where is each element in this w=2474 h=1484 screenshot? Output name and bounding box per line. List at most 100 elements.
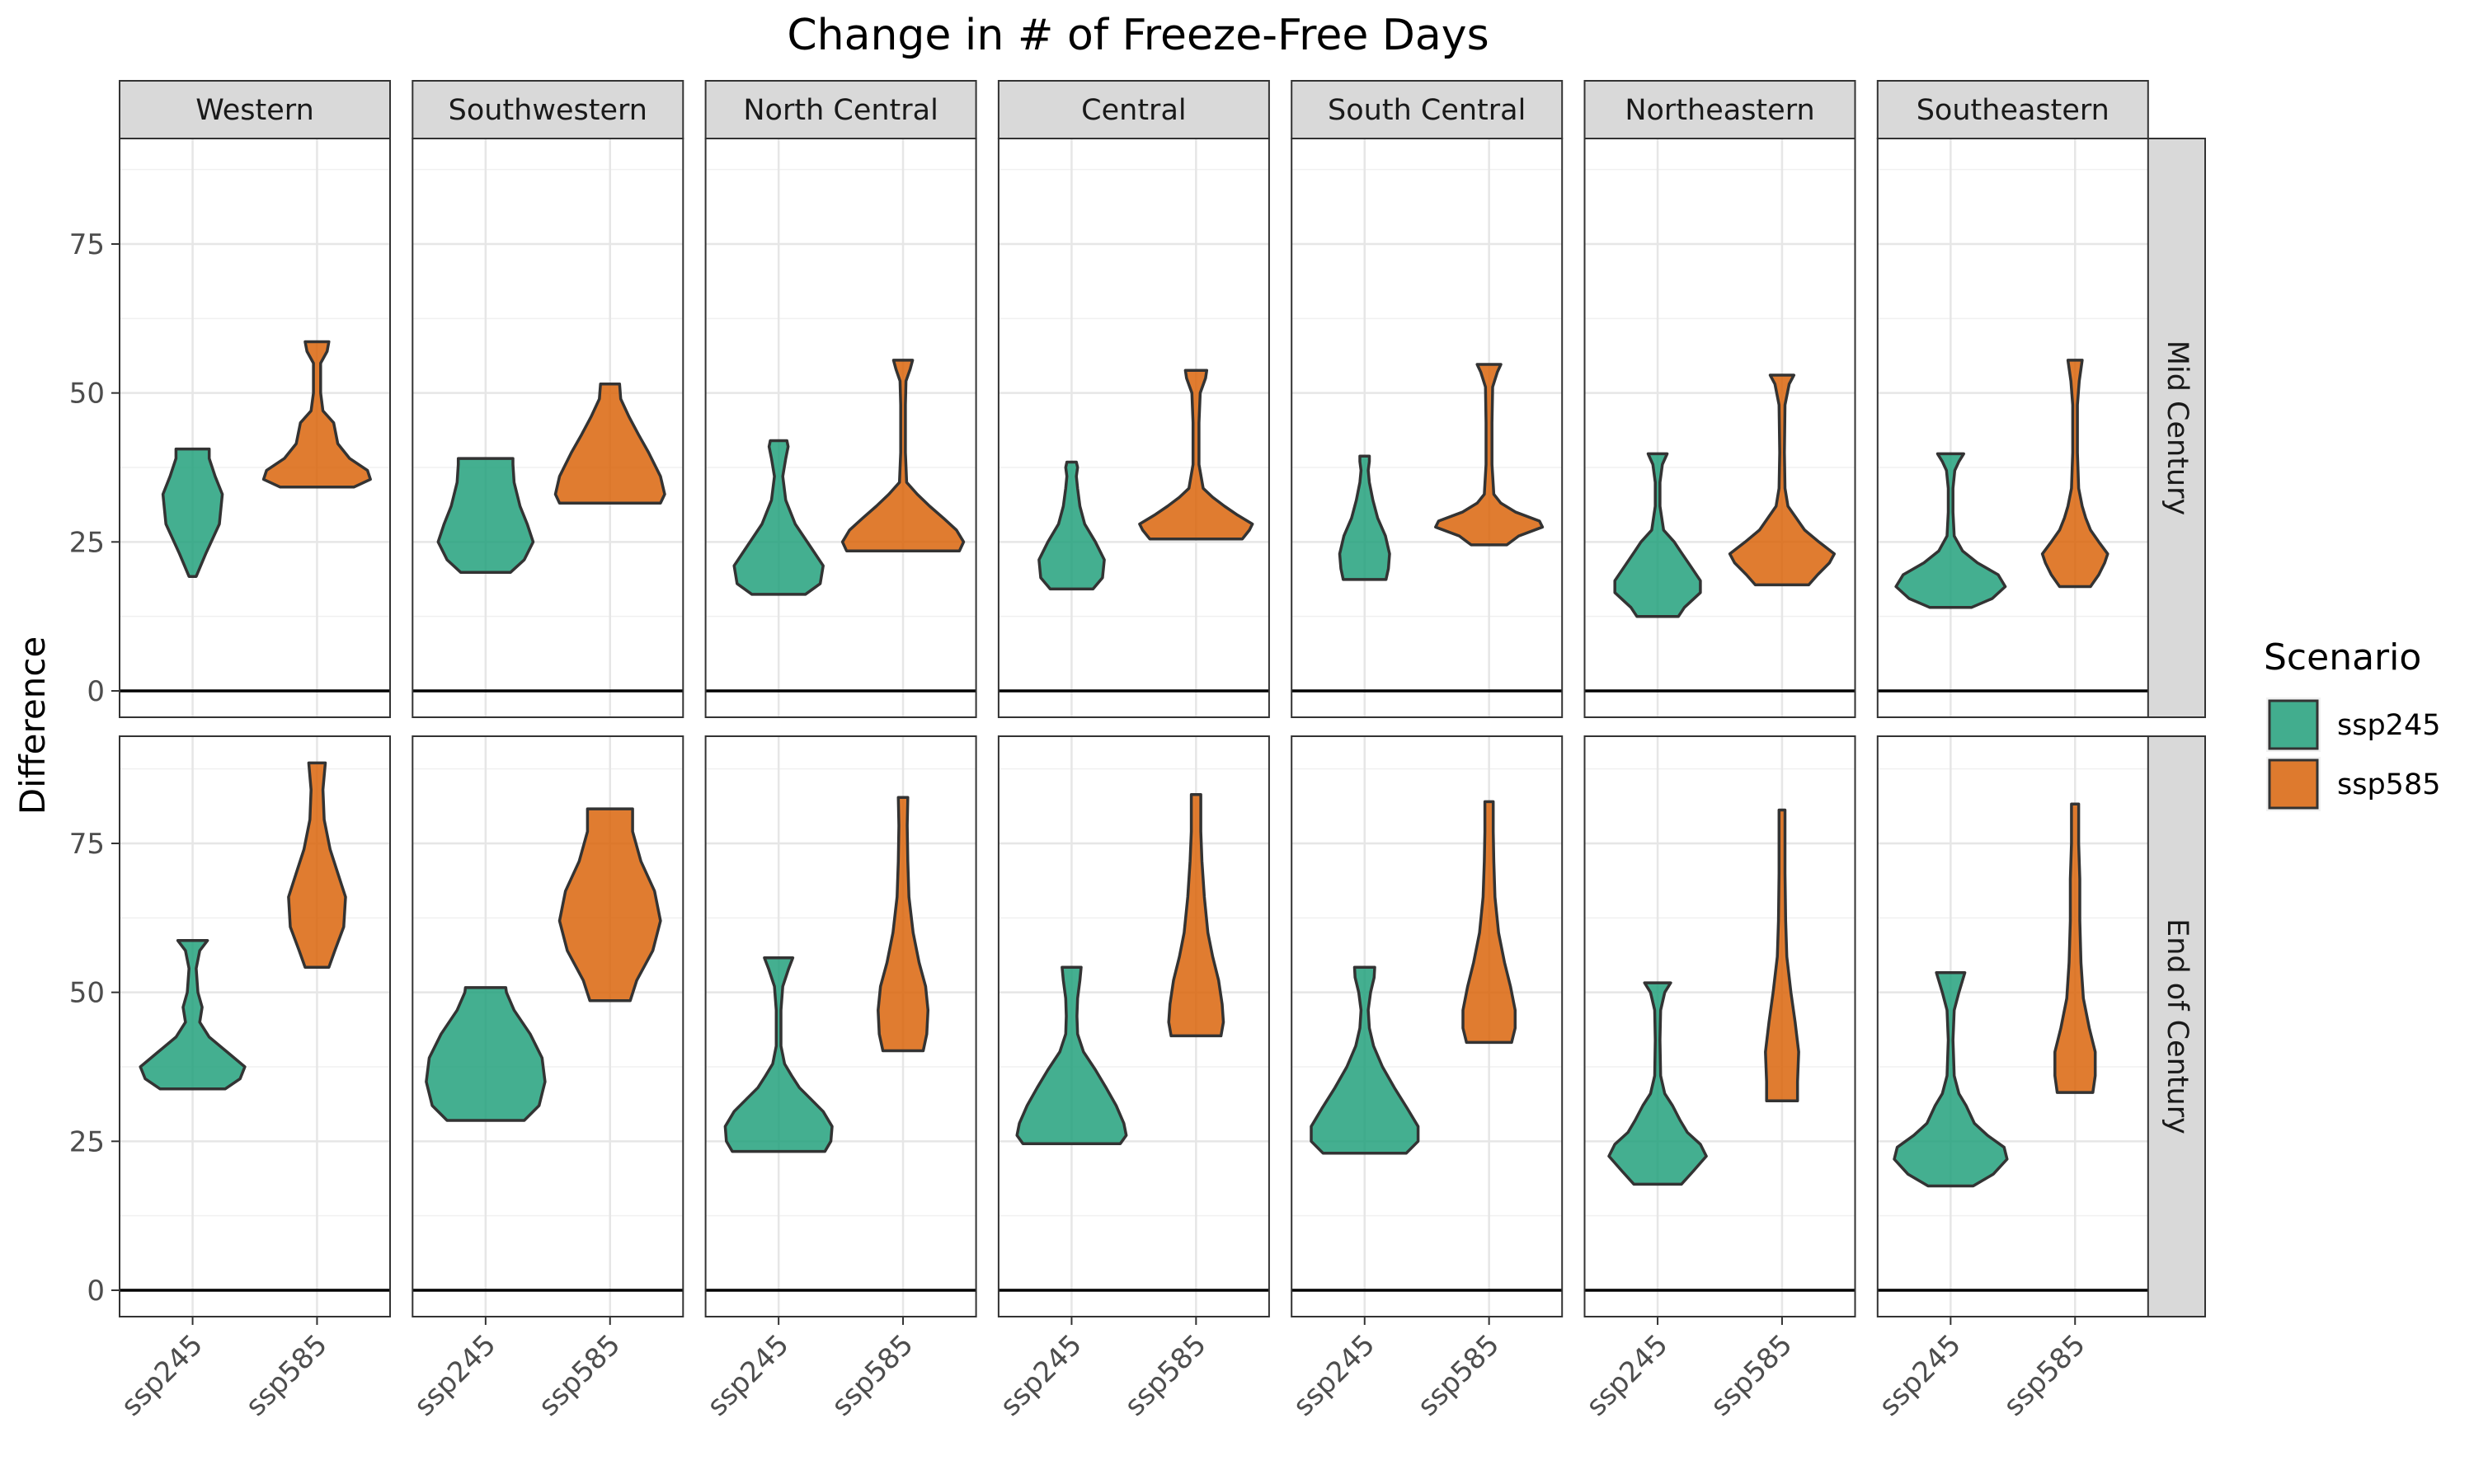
chart-title: Change in # of Freeze-Free Days bbox=[787, 11, 1489, 60]
strip-label: Mid Century bbox=[2161, 340, 2194, 515]
strip-north-central: North Central bbox=[704, 80, 977, 139]
legend-swatch bbox=[2268, 699, 2319, 750]
panel-central-end-of-century bbox=[998, 736, 1269, 1317]
legend: Scenario ssp245 ssp585 bbox=[2264, 636, 2441, 811]
panel-border bbox=[119, 138, 391, 718]
legend-item-ssp585: ssp585 bbox=[2266, 757, 2441, 811]
panel-southeastern-mid-century bbox=[1877, 139, 2148, 717]
violin-ssp245-southwestern-end-of-century bbox=[425, 986, 547, 1122]
strip-label: Central bbox=[1081, 94, 1186, 127]
x-tick-label: ssp245 bbox=[994, 1328, 1088, 1422]
x-tick-label: ssp585 bbox=[1705, 1328, 1799, 1422]
violin-ssp585-central-mid-century bbox=[1138, 369, 1254, 541]
y-tick-label: 75 bbox=[69, 228, 105, 261]
violin-ssp585-north-central-mid-century bbox=[840, 359, 966, 552]
panel-border bbox=[1291, 138, 1564, 718]
strip-label: Southwestern bbox=[449, 94, 647, 127]
violin-ssp245-north-central-mid-century bbox=[732, 439, 825, 596]
strip-central: Central bbox=[997, 80, 1270, 139]
y-tick-label: 25 bbox=[69, 526, 105, 559]
violin-ssp245-western-mid-century bbox=[161, 447, 224, 578]
panel-border bbox=[997, 138, 1270, 718]
y-tick-label: 50 bbox=[69, 977, 105, 1010]
strip-label: Southeastern bbox=[1917, 94, 2109, 127]
facet-grid: Western Southwestern North Central Central S… bbox=[69, 80, 2206, 1423]
strip-mid-century: Mid Century bbox=[2147, 138, 2206, 718]
x-tick-label: ssp245 bbox=[1873, 1328, 1967, 1422]
panel-south-central-mid-century bbox=[1291, 139, 1563, 717]
legend-label: ssp585 bbox=[2337, 768, 2441, 801]
panel-border bbox=[704, 138, 977, 718]
y-tick-label: 25 bbox=[69, 1125, 105, 1158]
strip-southwestern: Southwestern bbox=[412, 80, 684, 139]
panel-border bbox=[704, 735, 977, 1317]
x-tick-label: ssp245 bbox=[1580, 1328, 1674, 1422]
violin-ssp245-southeastern-mid-century bbox=[1894, 452, 2007, 609]
panel-border bbox=[997, 735, 1270, 1317]
panel-border bbox=[119, 735, 391, 1317]
legend-title: Scenario bbox=[2264, 636, 2421, 679]
y-axis-title: Difference bbox=[12, 636, 53, 815]
violin-ssp585-northeastern-end-of-century bbox=[1764, 808, 1800, 1102]
panel-western-mid-century bbox=[120, 139, 390, 717]
panel-border bbox=[412, 138, 684, 718]
y-tick-label: 0 bbox=[87, 1275, 105, 1308]
panel-north-central-end-of-century bbox=[705, 736, 976, 1317]
panel-border bbox=[1583, 138, 1856, 718]
x-tick-label: ssp245 bbox=[701, 1328, 795, 1422]
x-tick-label: ssp585 bbox=[825, 1328, 920, 1422]
panel-north-central-mid-century bbox=[705, 139, 976, 717]
panel-border bbox=[412, 735, 684, 1317]
violin-ssp585-southwestern-mid-century bbox=[553, 383, 666, 505]
violin-ssp245-north-central-end-of-century bbox=[723, 956, 834, 1153]
y-tick-label: 0 bbox=[87, 675, 105, 708]
violin-ssp245-northeastern-end-of-century bbox=[1607, 981, 1708, 1186]
y-tick-label: 75 bbox=[69, 828, 105, 861]
violin-ssp245-central-end-of-century bbox=[1015, 965, 1128, 1145]
violin-ssp585-south-central-mid-century bbox=[1434, 363, 1545, 547]
panel-southwestern-mid-century bbox=[412, 139, 684, 717]
panel-northeastern-end-of-century bbox=[1584, 736, 1856, 1317]
violin-ssp245-south-central-mid-century bbox=[1338, 454, 1391, 581]
legend-swatch bbox=[2268, 758, 2319, 810]
violin-ssp585-north-central-end-of-century bbox=[877, 796, 930, 1053]
violin-ssp585-southeastern-end-of-century bbox=[2053, 802, 2097, 1094]
strip-northeastern: Northeastern bbox=[1583, 80, 1856, 139]
strip-southeastern: Southeastern bbox=[1876, 80, 2149, 139]
x-tick-label: ssp245 bbox=[1287, 1328, 1381, 1422]
legend-item-ssp245: ssp245 bbox=[2266, 697, 2441, 752]
y-tick-label: 50 bbox=[69, 378, 105, 411]
strip-label: North Central bbox=[743, 94, 938, 127]
x-tick-label: ssp245 bbox=[408, 1328, 502, 1422]
panel-western-end-of-century bbox=[120, 736, 390, 1317]
x-tick-label: ssp585 bbox=[1118, 1328, 1212, 1422]
violin-ssp245-south-central-end-of-century bbox=[1310, 965, 1420, 1155]
panel-southeastern-end-of-century bbox=[1877, 736, 2148, 1317]
panel-south-central-end-of-century bbox=[1291, 736, 1563, 1317]
strip-label: South Central bbox=[1328, 94, 1526, 127]
violin-ssp585-central-end-of-century bbox=[1167, 792, 1225, 1038]
strip-western: Western bbox=[119, 80, 391, 139]
legend-label: ssp245 bbox=[2337, 709, 2441, 742]
x-tick-label: ssp585 bbox=[1412, 1328, 1506, 1422]
x-tick-label: ssp585 bbox=[1997, 1328, 2091, 1422]
violin-ssp585-northeastern-mid-century bbox=[1728, 373, 1837, 587]
panel-northeastern-mid-century bbox=[1584, 139, 1856, 717]
violin-ssp585-western-end-of-century bbox=[287, 761, 347, 970]
violin-ssp245-central-mid-century bbox=[1037, 460, 1106, 591]
violin-ssp585-south-central-end-of-century bbox=[1461, 800, 1517, 1045]
strip-label: Northeastern bbox=[1625, 94, 1814, 127]
panel-border bbox=[1291, 735, 1564, 1317]
x-tick-label: ssp585 bbox=[239, 1328, 333, 1422]
panel-border bbox=[1876, 138, 2149, 718]
violin-ssp585-southwestern-end-of-century bbox=[557, 807, 662, 1003]
panel-border bbox=[1583, 735, 1856, 1317]
violin-ssp245-southwestern-mid-century bbox=[436, 457, 535, 574]
strip-label: Western bbox=[195, 94, 314, 127]
violin-ssp245-northeastern-mid-century bbox=[1613, 452, 1702, 618]
panel-central-mid-century bbox=[998, 139, 1269, 717]
x-tick-label: ssp585 bbox=[533, 1328, 627, 1422]
violin-ssp245-southeastern-end-of-century bbox=[1893, 971, 2009, 1188]
violin-ssp585-western-mid-century bbox=[261, 340, 372, 489]
